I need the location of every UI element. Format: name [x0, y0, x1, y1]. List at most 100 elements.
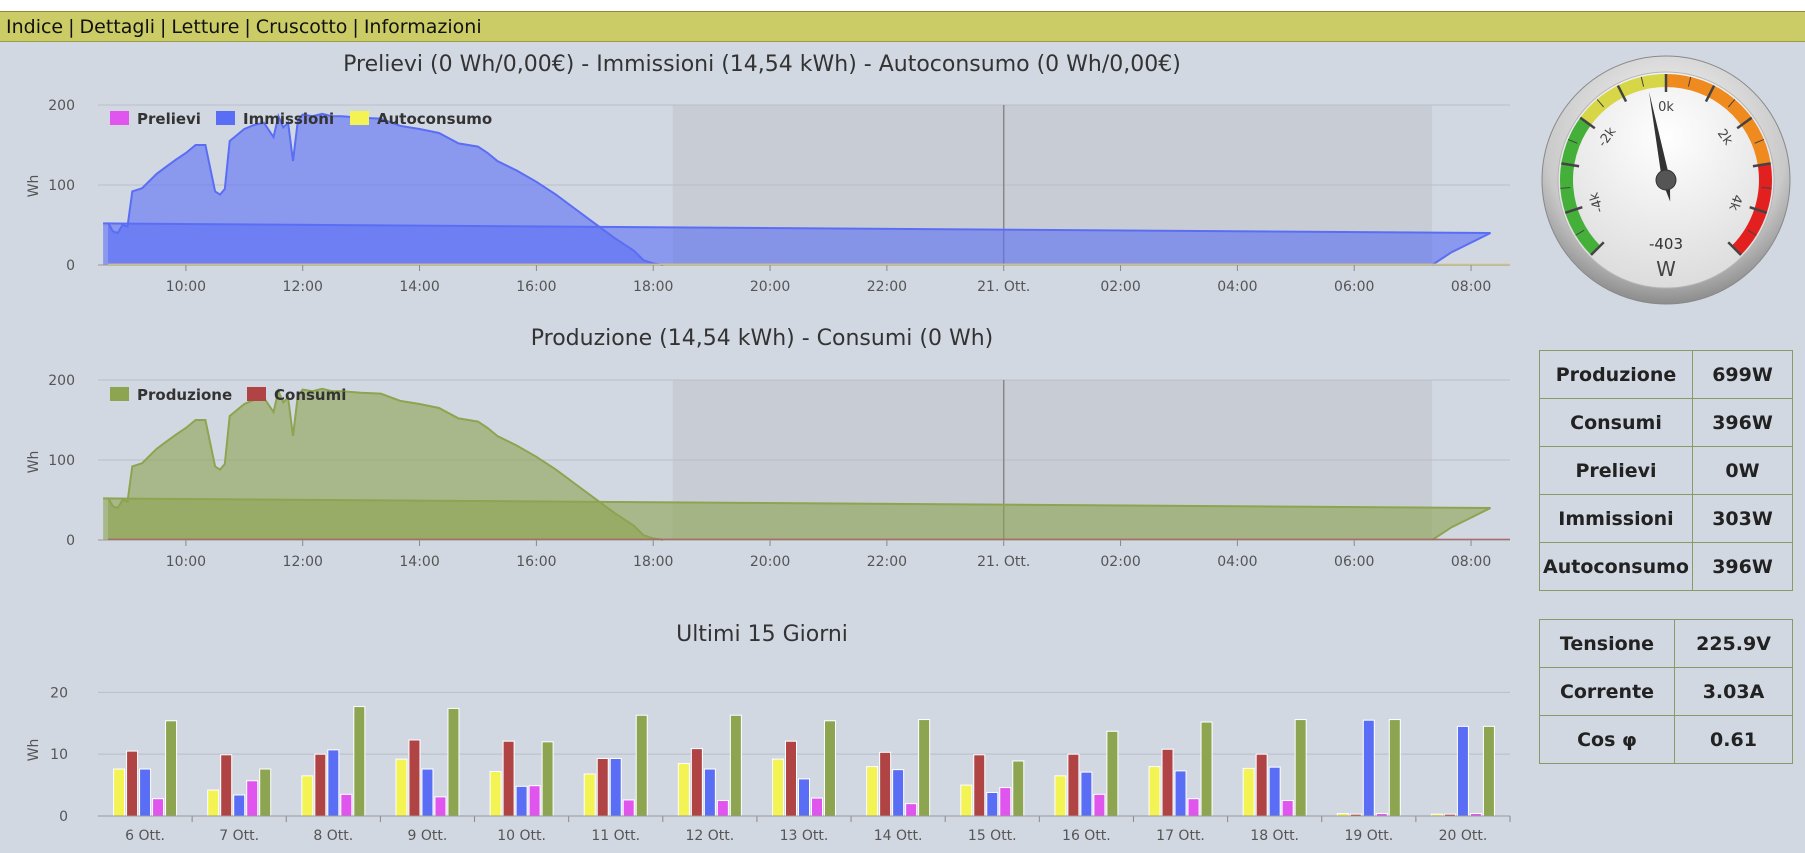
x-tick-label: 12:00: [283, 554, 323, 570]
chart-last-15-days: Ultimi 15 Giorni 0 10 20 6 Ott. 7 Ott. 8 Ott.…: [26, 622, 1511, 844]
bar-produzione: [918, 719, 931, 817]
y-tick-label: 100: [48, 178, 75, 194]
gauge-tick: [1640, 76, 1645, 87]
y-tick-label: 200: [48, 373, 75, 389]
power-gauge: -4k -2k 0k 2k 4k -403 W: [1538, 52, 1794, 308]
bar-consumi: [785, 740, 797, 817]
menu-indice[interactable]: Indice: [6, 16, 64, 38]
y-tick-label: 10: [50, 747, 68, 763]
bar-consumi: [1255, 753, 1268, 817]
bar-consumi: [220, 754, 233, 817]
menu-letture[interactable]: Letture: [171, 16, 240, 38]
electric-label-corrente: Corrente: [1539, 667, 1675, 716]
bar-produzione: [729, 714, 742, 817]
x-tick-label: 14 Ott.: [874, 828, 923, 844]
x-tick-label: 17 Ott.: [1156, 828, 1205, 844]
bar-prelievi: [905, 803, 918, 817]
chart-title: Prelievi (0 Wh/0,00€) - Immissioni (14,5…: [343, 52, 1181, 77]
bar-produzione: [1388, 719, 1401, 817]
gauge-tick: [1736, 116, 1753, 130]
bar-produzione: [1200, 721, 1213, 817]
x-tick-label: 20:00: [750, 554, 790, 570]
bar-produzione: [353, 706, 366, 817]
legend-swatch-prelievi: [110, 111, 129, 125]
bar-produzione: [259, 768, 272, 817]
bar-immissioni: [327, 749, 340, 817]
table-row: Tensione 225.9V: [1539, 619, 1793, 668]
menu-informazioni[interactable]: Informazioni: [363, 16, 482, 38]
gauge-tick: [1575, 229, 1585, 236]
gauge-tick: [1564, 206, 1583, 214]
power-value-autoconsumo: 396W: [1692, 542, 1793, 591]
bar-consumi: [126, 750, 139, 817]
bar-consumi: [879, 751, 892, 817]
x-tick-label: 10:00: [166, 279, 206, 295]
legend-swatch-autoconsumo: [350, 111, 369, 125]
bar-produzione: [165, 720, 178, 817]
gauge-tick: [1727, 241, 1742, 256]
top-strip: [0, 0, 1805, 12]
table-row: Autoconsumo 396W: [1539, 542, 1793, 591]
bar-autoconsumo: [489, 770, 502, 817]
x-tick-label: 21. Ott.: [977, 279, 1030, 295]
bar-produzione: [635, 714, 648, 817]
legend-prelievi[interactable]: Prelievi: [137, 110, 201, 128]
series-line-immissioni: [107, 112, 664, 266]
legend-consumi[interactable]: Consumi: [274, 386, 346, 404]
bar-immissioni: [609, 758, 622, 817]
gauge-tick-label: 4k: [1725, 193, 1744, 213]
bar-immissioni: [1456, 725, 1469, 817]
legend-produzione[interactable]: Produzione: [137, 386, 232, 404]
x-tick-label: 10 Ott.: [497, 828, 546, 844]
bar-immissioni: [798, 778, 810, 817]
gauge-hub: [1655, 169, 1677, 191]
y-axis-label: Wh: [26, 175, 42, 198]
bar-autoconsumo: [960, 784, 973, 817]
bar-autoconsumo: [301, 775, 314, 817]
power-label-autoconsumo: Autoconsumo: [1539, 542, 1693, 591]
bar-prelievi: [999, 787, 1012, 817]
bar-prelievi: [1187, 798, 1200, 817]
series-line-produzione: [107, 387, 664, 541]
x-tick-label: 13 Ott.: [780, 828, 829, 844]
bar-immissioni: [1080, 771, 1093, 817]
x-tick-label: 22:00: [867, 279, 907, 295]
series-line-produzione: [103, 497, 1491, 541]
legend-swatch-produzione: [110, 387, 129, 401]
gauge-tick: [1704, 84, 1716, 103]
bar-immissioni: [515, 785, 528, 817]
x-tick-label: 16:00: [516, 279, 556, 295]
bar-autoconsumo: [1242, 767, 1255, 817]
bar-immissioni: [1268, 766, 1281, 817]
gauge-tick: [1687, 76, 1692, 87]
x-tick-label: 14:00: [399, 279, 439, 295]
legend-immissioni[interactable]: Immissioni: [243, 110, 334, 128]
gauge-tick-label: 0k: [1658, 100, 1674, 115]
gauge-tick: [1561, 162, 1580, 168]
gauge-tick: [1727, 99, 1736, 108]
bar-autoconsumo: [395, 758, 408, 817]
legend-autoconsumo[interactable]: Autoconsumo: [377, 110, 492, 128]
menu-separator: |: [160, 16, 167, 38]
electric-label-tensione: Tensione: [1539, 619, 1675, 668]
legend-swatch-immissioni: [216, 111, 235, 125]
x-tick-label: 08:00: [1451, 279, 1491, 295]
x-tick-label: 18:00: [633, 279, 673, 295]
electric-label-cosphi: Cos φ: [1539, 715, 1675, 764]
x-tick-label: 21. Ott.: [977, 554, 1030, 570]
menu-cruscotto[interactable]: Cruscotto: [255, 16, 348, 38]
bar-immissioni: [986, 792, 999, 817]
x-tick-label: 19 Ott.: [1344, 828, 1393, 844]
x-tick-label: 18:00: [633, 554, 673, 570]
table-row: Prelievi 0W: [1539, 446, 1793, 495]
gauge-tick: [1749, 206, 1768, 214]
menu-dettagli[interactable]: Dettagli: [79, 16, 156, 38]
table-row: Produzione 699W: [1539, 350, 1793, 399]
menu-separator: |: [68, 16, 75, 38]
gauge-band: [1731, 163, 1772, 255]
gauge-tick: [1590, 241, 1605, 256]
gauge-unit-label: W: [1656, 257, 1676, 281]
gauge-tick: [1754, 138, 1765, 144]
bar-autoconsumo: [113, 768, 126, 817]
